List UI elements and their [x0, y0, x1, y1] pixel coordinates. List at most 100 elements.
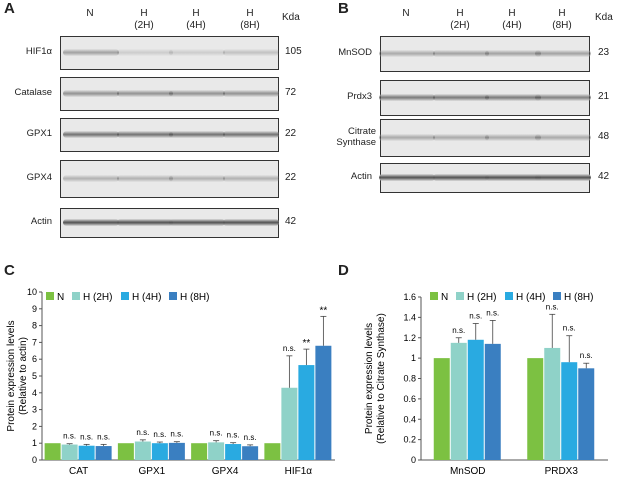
a-lane-header: H (2H)	[134, 8, 154, 31]
significance-label: n.s.	[452, 326, 465, 335]
panel-letter-b: B	[338, 0, 349, 17]
y-tick-label: 1.2	[403, 333, 416, 343]
legend-swatch	[72, 292, 80, 300]
legend-swatch	[456, 292, 464, 300]
bar	[315, 345, 332, 460]
legend-label: H (4H)	[132, 292, 161, 303]
b-band	[535, 134, 591, 141]
b-band	[433, 94, 489, 101]
b-band	[379, 134, 435, 141]
significance-label: n.s.	[486, 308, 499, 317]
a-row-label: Actin	[30, 216, 52, 227]
bar	[225, 444, 242, 460]
significance-label: n.s.	[469, 311, 482, 320]
b-row-kda: 21	[598, 91, 610, 102]
b-row-kda: 48	[598, 131, 610, 142]
a-band	[169, 131, 225, 138]
bar	[117, 443, 134, 460]
a-blot-strip	[60, 160, 279, 198]
b-blot-strip	[379, 80, 591, 116]
b-band	[485, 174, 541, 181]
legend-label: H (8H)	[564, 292, 593, 303]
a-lane-header: H (8H)	[240, 8, 260, 31]
y-axis-label: Protein expression levels(Relative to ac…	[6, 320, 29, 431]
significance-label: **	[302, 338, 310, 349]
a-band	[117, 219, 173, 226]
b-band	[379, 50, 435, 57]
significance-label: n.s.	[244, 433, 257, 442]
a-band	[223, 49, 279, 56]
a-band	[169, 90, 225, 97]
significance-label: n.s.	[153, 430, 166, 439]
bar	[467, 339, 484, 460]
a-band	[223, 131, 279, 138]
y-axis-label: Protein expression levels(Relative to Ci…	[364, 313, 387, 444]
b-row-kda: 42	[598, 171, 610, 182]
significance-label: n.s.	[170, 430, 183, 439]
b-band	[379, 94, 435, 101]
b-band	[535, 94, 591, 101]
a-row-kda: 72	[285, 87, 297, 98]
y-tick-label: 6	[32, 354, 37, 364]
significance-label: n.s.	[210, 429, 223, 438]
b-blot-strip	[379, 36, 591, 72]
a-blot-strip	[60, 77, 279, 111]
significance-label: n.s.	[580, 351, 593, 360]
a-band	[117, 131, 173, 138]
a-band	[223, 219, 279, 226]
y-tick-label: 7	[32, 337, 37, 347]
y-tick-label: 9	[32, 304, 37, 314]
b-band	[485, 134, 541, 141]
a-band	[117, 90, 173, 97]
y-axis-label-line: (Relative to Citrate Synthase)	[376, 313, 387, 444]
y-axis-label-line: Protein expression levels	[364, 323, 375, 434]
bar	[281, 387, 298, 460]
b-band	[433, 174, 489, 181]
b-lane-header: N	[402, 8, 410, 19]
legend-swatch	[553, 292, 561, 300]
a-band	[117, 49, 173, 56]
legend-swatch	[430, 292, 438, 300]
y-tick-label: 2	[32, 421, 37, 431]
b-band	[485, 94, 541, 101]
a-row-label: Catalase	[14, 87, 53, 98]
b-blot-strip	[379, 163, 591, 193]
bar-chart-d: 0 0.2 0.4 0.6 0.8 1 1.2 1.4 1.6 Protein expressio…	[364, 292, 608, 477]
b-band	[485, 50, 541, 57]
b-band	[433, 134, 489, 141]
panel-letter-c: C	[4, 262, 15, 279]
panel-letter-d: D	[338, 262, 349, 279]
b-band	[535, 50, 591, 57]
y-tick-label: 0.6	[403, 394, 416, 404]
legend-label: H (2H)	[83, 292, 112, 303]
a-row-kda: 22	[285, 172, 297, 183]
a-row-label: GPX1	[26, 128, 52, 139]
significance-label: n.s.	[63, 432, 76, 441]
b-blot-strip	[379, 119, 591, 157]
y-tick-label: 8	[32, 321, 37, 331]
bar	[151, 443, 168, 460]
a-band	[63, 175, 119, 182]
category-label: HIF1α	[285, 466, 313, 477]
a-band	[117, 175, 173, 182]
y-tick-label: 0	[32, 455, 37, 465]
b-row-label: Actin	[350, 171, 372, 182]
y-tick-label: 1.4	[403, 312, 416, 322]
a-band	[63, 49, 119, 56]
significance-label: n.s.	[546, 302, 559, 311]
significance-label: n.s.	[283, 344, 296, 353]
significance-label: n.s.	[563, 324, 576, 333]
bar	[208, 442, 225, 460]
y-tick-label: 1.6	[403, 292, 416, 302]
bar	[561, 362, 578, 460]
panel-letter-a: A	[4, 0, 15, 17]
a-row-kda: 42	[285, 216, 297, 227]
legend-label: H (2H)	[467, 292, 496, 303]
y-tick-label: 0.2	[403, 435, 416, 445]
bar	[134, 441, 151, 460]
significance-label: n.s.	[80, 432, 93, 441]
category-label: MnSOD	[450, 466, 486, 477]
y-tick-label: 3	[32, 405, 37, 415]
bar	[61, 444, 78, 460]
a-band	[223, 175, 279, 182]
